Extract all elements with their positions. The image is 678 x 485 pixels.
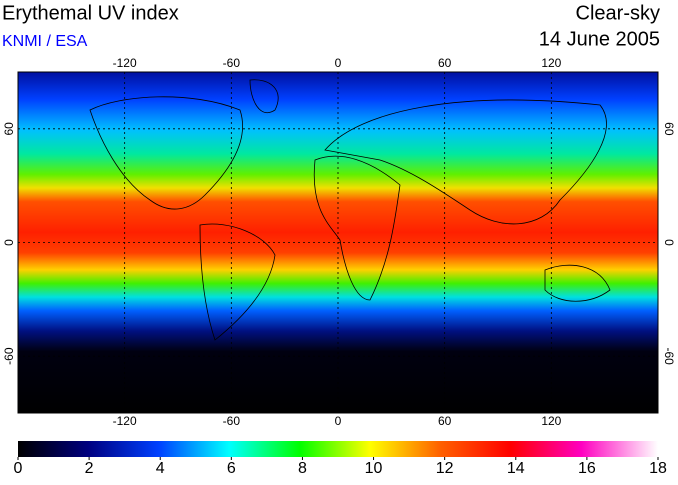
coastlines [89,79,611,341]
colorbar-tick-label: 12 [436,460,454,477]
colorbar-tick-label: 2 [85,460,94,477]
colorbar-tick-label: 0 [14,460,23,477]
lat-tick-label: 60 [662,122,676,136]
colorbar-tick-label: 6 [227,460,236,477]
colorbar-tick-label: 14 [507,460,525,477]
lon-tick-label: -60 [223,56,241,70]
lon-tick-label: 60 [438,56,452,70]
colorbar-tick-label: 16 [578,460,596,477]
title: Erythemal UV index [2,2,179,24]
lat-tick-label: 60 [2,122,16,136]
lon-tick-label: -60 [223,414,241,428]
colorbar-tick-label: 4 [156,460,165,477]
colorbar [18,441,658,457]
condition: Clear-sky [576,2,660,24]
lon-tick-label: 0 [335,56,342,70]
lat-tick-label: 0 [662,239,676,246]
date: 14 June 2005 [539,28,660,50]
lon-tick-label: -120 [113,56,137,70]
lon-tick-label: 0 [335,414,342,428]
source: KNMI / ESA [2,33,88,50]
lat-tick-label: -60 [662,347,676,365]
lon-tick-label: -120 [113,414,137,428]
lon-tick-label: 60 [438,414,452,428]
colorbar-tick-label: 10 [365,460,383,477]
colorbar-tick-label: 8 [298,460,307,477]
lon-tick-label: 120 [541,414,561,428]
lat-tick-label: -60 [2,347,16,365]
colorbar-tick-label: 18 [649,460,667,477]
lon-tick-label: 120 [541,56,561,70]
lat-tick-label: 0 [2,239,16,246]
